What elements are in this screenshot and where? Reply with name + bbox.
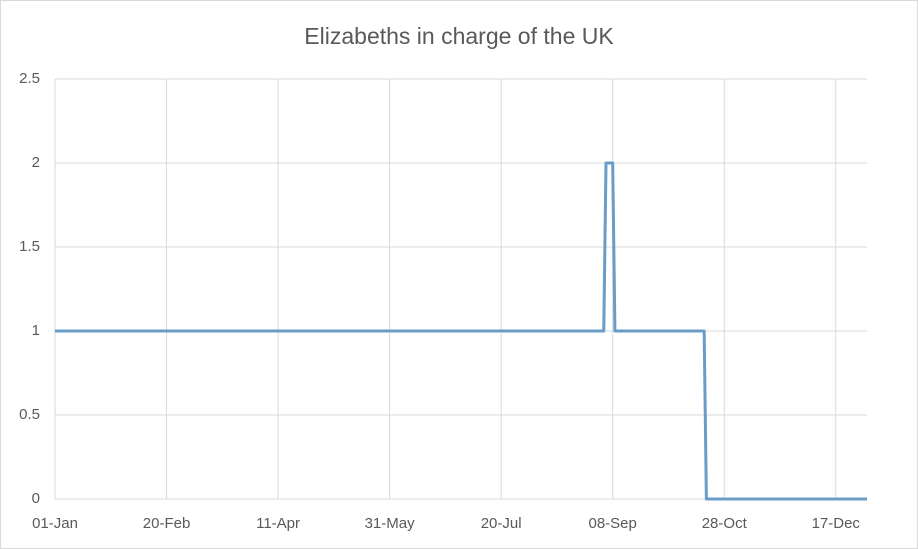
data-line	[55, 161, 867, 501]
y-tick-label: 2.5	[19, 70, 40, 87]
x-tick-label: 01-Jan	[32, 515, 78, 532]
y-tick-label: 0	[32, 490, 40, 507]
x-tick-label: 08-Sep	[589, 515, 637, 532]
x-tick-label: 20-Feb	[143, 515, 191, 532]
x-tick-label: 28-Oct	[702, 515, 748, 532]
y-tick-label: 2	[32, 154, 40, 171]
x-tick-label: 20-Jul	[481, 515, 522, 532]
y-tick-label: 1	[32, 322, 40, 339]
x-tick-label: 11-Apr	[256, 515, 300, 532]
x-tick-label: 17-Dec	[812, 515, 861, 532]
y-tick-label: 0.5	[19, 406, 40, 423]
chart-title: Elizabeths in charge of the UK	[304, 23, 614, 49]
y-tick-label: 1.5	[19, 238, 40, 255]
x-tick-label: 31-May	[365, 515, 416, 532]
